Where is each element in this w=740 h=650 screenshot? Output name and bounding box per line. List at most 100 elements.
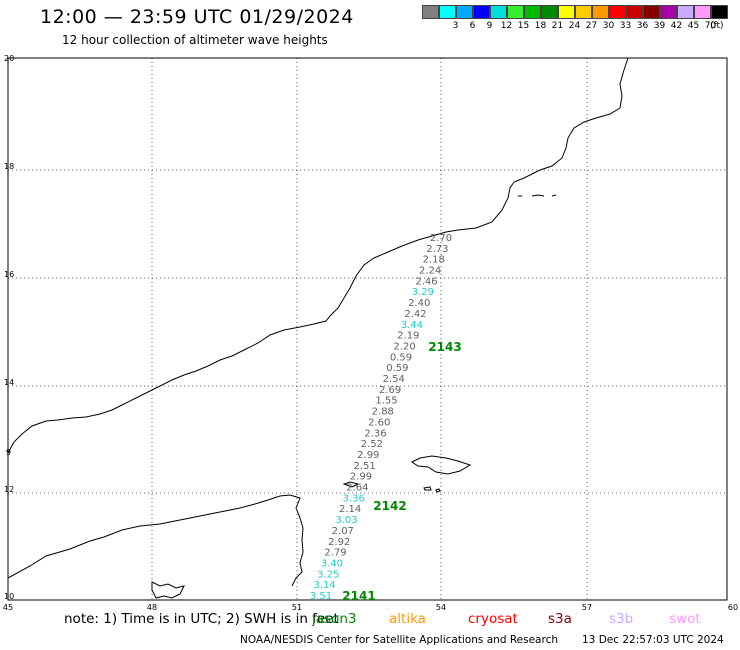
swh-reading: 2.73 bbox=[426, 244, 448, 255]
coast-fragment bbox=[151, 581, 185, 599]
swh-reading: 2.60 bbox=[368, 417, 390, 428]
footer-org: NOAA/NESDIS Center for Satellite Applica… bbox=[240, 634, 558, 646]
legend-swatch bbox=[694, 5, 711, 19]
swh-reading: 3.03 bbox=[335, 515, 357, 526]
swh-reading: 2.07 bbox=[332, 526, 354, 537]
swh-reading: 2.92 bbox=[328, 537, 350, 548]
page-subtitle: 12 hour collection of altimeter wave hei… bbox=[62, 33, 328, 47]
page-title: 12:00 — 23:59 UTC 01/29/2024 bbox=[40, 6, 354, 28]
legend-swatch bbox=[473, 5, 490, 19]
legend-label: 18 bbox=[534, 21, 547, 31]
swh-reading: 2.79 bbox=[324, 548, 346, 559]
swh-reading: 2.99 bbox=[350, 472, 372, 483]
legend-swatch bbox=[609, 5, 626, 19]
latitude-label: 20 bbox=[4, 54, 14, 63]
latitude-label: 14 bbox=[4, 378, 14, 387]
legend-swatch bbox=[643, 5, 660, 19]
satellite-swot: swot bbox=[669, 611, 701, 627]
swh-reading: 2.70 bbox=[430, 233, 452, 244]
swh-reading: 3.44 bbox=[401, 320, 423, 331]
legend-label: 3 bbox=[452, 21, 459, 31]
legend-label: 12 bbox=[500, 21, 513, 31]
legend-swatch bbox=[439, 5, 456, 19]
legend-swatch bbox=[524, 5, 541, 19]
island-small-1 bbox=[423, 486, 432, 491]
legend-swatch bbox=[490, 5, 507, 19]
legend-swatch bbox=[711, 5, 728, 19]
legend-swatch bbox=[456, 5, 473, 19]
swh-reading: 2.69 bbox=[379, 385, 401, 396]
kuria-islands-3 bbox=[551, 194, 557, 197]
latitude-label: 18 bbox=[4, 162, 14, 171]
longitude-label: 54 bbox=[436, 603, 446, 612]
footer-timestamp: 13 Dec 22:57:03 UTC 2024 bbox=[582, 634, 724, 646]
swh-reading: 0.59 bbox=[386, 363, 408, 374]
satellite-s3b: s3b bbox=[609, 611, 634, 627]
swh-reading: 2.64 bbox=[346, 483, 368, 494]
latitude-label: 16 bbox=[4, 270, 14, 279]
edge-label: 9 bbox=[6, 448, 11, 457]
swh-reading: 2.36 bbox=[364, 428, 386, 439]
legend-swatch bbox=[592, 5, 609, 19]
legend-swatch bbox=[575, 5, 592, 19]
legend-swatch bbox=[677, 5, 694, 19]
swh-reading: 2.18 bbox=[423, 255, 445, 266]
legend-swatch bbox=[422, 5, 439, 19]
legend-swatch bbox=[660, 5, 677, 19]
legend-label: 42 bbox=[670, 21, 683, 31]
legend-label: 39 bbox=[653, 21, 666, 31]
coastline-arabia bbox=[7, 494, 304, 587]
longitude-label: 45 bbox=[3, 603, 13, 612]
swh-reading: 3.25 bbox=[317, 569, 339, 580]
wave-height-color-legend: (ft) 3 6 9 12 15 18 21 24 27 30 33 36 39 42 45 70 bbox=[422, 5, 728, 33]
legend-label: 6 bbox=[469, 21, 476, 31]
map-frame bbox=[7, 57, 728, 601]
swh-reading: 2.24 bbox=[419, 266, 441, 277]
longitude-label: 48 bbox=[147, 603, 157, 612]
legend-label: 45 bbox=[687, 21, 700, 31]
legend-swatch bbox=[558, 5, 575, 19]
legend-unit: (ft) bbox=[710, 21, 724, 31]
footer-note: note: 1) Time is in UTC; 2) SWH is in fe… bbox=[64, 611, 339, 627]
axis-labels: 20 18 16 14 12 10 45 48 51 54 57 60 9 bbox=[3, 54, 738, 612]
legend-label: 33 bbox=[619, 21, 632, 31]
swh-reading: 2.14 bbox=[339, 504, 361, 515]
satellite-cryosat: cryosat bbox=[468, 611, 518, 627]
legend-label: 30 bbox=[602, 21, 615, 31]
swh-reading: 3.36 bbox=[343, 493, 365, 504]
swh-reading: 2.88 bbox=[372, 407, 394, 418]
swh-reading: 2.46 bbox=[415, 276, 437, 287]
satellite-jason3: jason3 bbox=[312, 611, 357, 627]
pass-time-label: 2142 bbox=[373, 499, 406, 513]
swh-reading: 2.99 bbox=[357, 450, 379, 461]
legend-label: 15 bbox=[517, 21, 530, 31]
satellite-s3a: s3a bbox=[548, 611, 572, 627]
pass-time-label: 2143 bbox=[428, 340, 461, 354]
pass-time-label: 2141 bbox=[342, 589, 375, 603]
longitude-label: 51 bbox=[292, 603, 302, 612]
swh-reading: 2.20 bbox=[393, 342, 415, 353]
swh-reading: 1.55 bbox=[375, 396, 397, 407]
swh-reading: 2.54 bbox=[383, 374, 405, 385]
island-small-2 bbox=[435, 488, 441, 493]
swh-reading: 3.29 bbox=[412, 287, 434, 298]
swh-reading: 3.14 bbox=[313, 580, 335, 591]
swh-reading: 2.52 bbox=[361, 439, 383, 450]
longitude-label: 57 bbox=[582, 603, 592, 612]
latitude-label: 12 bbox=[4, 485, 14, 494]
swh-reading: 2.40 bbox=[408, 298, 430, 309]
swh-reading: 2.51 bbox=[353, 461, 375, 472]
legend-label: 9 bbox=[486, 21, 493, 31]
coastline bbox=[7, 57, 629, 599]
coastline-oman bbox=[7, 57, 629, 454]
legend-label: 36 bbox=[636, 21, 649, 31]
legend-swatch bbox=[626, 5, 643, 19]
longitude-label: 60 bbox=[728, 603, 738, 612]
latitude-label: 10 bbox=[4, 592, 14, 601]
swh-reading: 3.40 bbox=[321, 559, 343, 570]
legend-swatch bbox=[541, 5, 558, 19]
island-small-3 bbox=[342, 481, 360, 488]
socotra-island bbox=[411, 455, 472, 475]
swh-reading: 2.42 bbox=[404, 309, 426, 320]
